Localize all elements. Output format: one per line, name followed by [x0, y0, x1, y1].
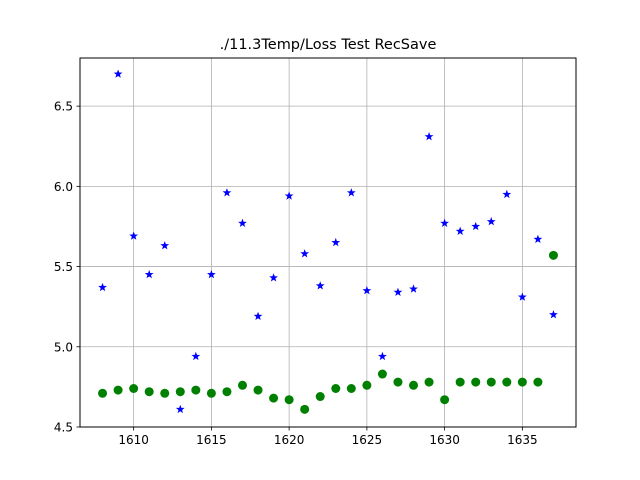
circle-point — [175, 387, 185, 397]
chart-title: ./11.3Temp/Loss Test RecSave — [220, 37, 437, 53]
circle-point — [533, 377, 543, 387]
x-tick-label: 1610 — [118, 433, 149, 447]
star-point — [455, 226, 465, 235]
circle-point — [129, 383, 139, 393]
star-point — [362, 286, 372, 295]
y-tick-label: 5.5 — [54, 260, 73, 274]
star-point — [517, 292, 527, 301]
star-point — [331, 237, 341, 247]
circle-point — [160, 388, 170, 398]
star-point — [175, 404, 185, 414]
y-tick-label: 6.0 — [54, 180, 73, 194]
star-point — [533, 234, 543, 244]
circle-point — [237, 380, 247, 390]
star-point — [98, 282, 107, 292]
star-point — [393, 287, 403, 296]
star-point — [222, 188, 232, 197]
star-point — [315, 281, 325, 290]
star-point — [144, 269, 154, 279]
star-point — [238, 218, 247, 227]
circle-point — [98, 388, 108, 398]
circle-point — [144, 387, 154, 397]
y-tick-label: 6.5 — [54, 100, 73, 114]
star-point — [409, 284, 418, 293]
x-tick-label: 1635 — [507, 433, 538, 447]
star-point — [129, 231, 139, 240]
circle-point — [440, 395, 450, 405]
star-point — [346, 188, 356, 197]
star-point — [253, 311, 263, 321]
star-point — [269, 273, 278, 282]
axes-frame — [79, 57, 577, 428]
circle-point — [377, 369, 387, 379]
y-tick-label: 5.0 — [54, 340, 73, 354]
circle-point — [284, 395, 294, 405]
data-points — [98, 69, 558, 414]
star-point — [160, 241, 170, 250]
circle-point — [455, 377, 465, 387]
circle-point — [393, 377, 403, 387]
circle-point — [502, 377, 512, 387]
star-point — [300, 249, 310, 258]
circle-point — [362, 380, 372, 390]
x-tick-label: 1615 — [196, 433, 227, 447]
circle-point — [517, 377, 527, 387]
circle-point — [548, 250, 558, 260]
star-point — [502, 189, 512, 199]
star-point — [191, 351, 201, 361]
circle-point — [300, 404, 310, 414]
circle-point — [315, 392, 325, 402]
circle-point — [409, 380, 419, 390]
circle-point — [331, 383, 341, 393]
star-point — [440, 218, 449, 227]
circle-point — [471, 377, 481, 387]
star-point — [207, 269, 216, 279]
star-point — [471, 221, 481, 231]
circle-point — [206, 388, 216, 398]
star-point — [284, 191, 294, 200]
x-tick-label: 1630 — [429, 433, 460, 447]
circle-point — [191, 385, 201, 395]
star-point — [549, 310, 558, 319]
axis-ticks: 1610 1615 1620 1625 1630 1635 4.5 5.0 5.5 6.0 6.5 — [54, 100, 538, 447]
circle-point — [253, 385, 263, 395]
circle-point — [269, 393, 279, 403]
x-tick-label: 1625 — [352, 433, 383, 447]
star-point — [486, 217, 496, 226]
circle-point — [424, 377, 434, 387]
circle-point — [346, 383, 356, 393]
circle-point — [222, 387, 232, 397]
star-point — [378, 351, 387, 361]
x-tick-label: 1620 — [274, 433, 305, 447]
y-tick-label: 4.5 — [54, 421, 73, 435]
star-point — [113, 69, 123, 78]
star-point — [424, 132, 434, 141]
circle-point — [113, 385, 123, 395]
circle-point — [486, 377, 496, 387]
